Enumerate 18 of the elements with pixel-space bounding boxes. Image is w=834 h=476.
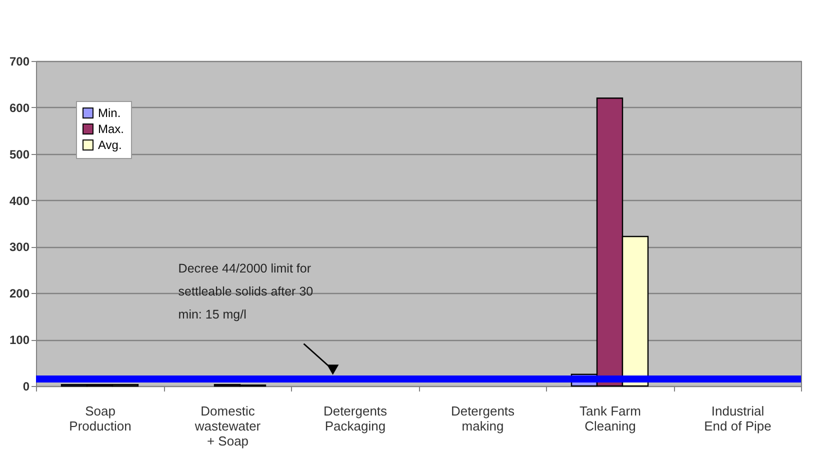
legend-label: Min. [98, 106, 121, 120]
x-tick-label: Detergents Packaging [323, 404, 388, 434]
y-tick-label: 400 [9, 194, 30, 208]
y-tick-label: 500 [9, 147, 30, 162]
y-tick-label: 0 [22, 380, 30, 394]
x-tick-label: Detergents making [450, 404, 516, 434]
y-tick-label: 100 [9, 333, 30, 348]
x-tick-label: Domestic wastewater + Soap [194, 404, 262, 448]
annotation: Decree 44/2000 limit for settleable solids after 30 min: 15 mg/l [178, 262, 314, 322]
x-tick-label: Industrial End of Pipe [704, 404, 772, 434]
y-tick-label: 200 [9, 286, 30, 301]
y-tick-label: 700 [9, 54, 30, 68]
legend-label: Avg. [98, 138, 122, 152]
x-tick-label: Soap Production [69, 404, 132, 434]
legend-label: Max. [98, 122, 124, 136]
y-tick-label: 600 [9, 100, 30, 115]
y-tick-label: 300 [9, 240, 30, 254]
x-tick-label: Tank Farm Cleaning [580, 404, 641, 434]
